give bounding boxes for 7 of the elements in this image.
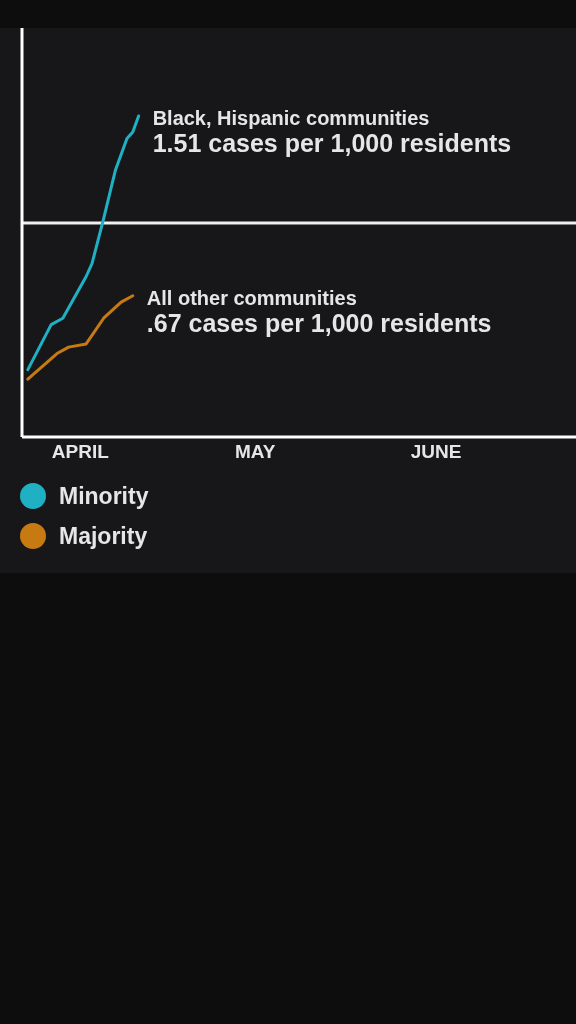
x-tick-label: APRIL [51, 441, 110, 462]
x-tick-label: JUNE [410, 441, 462, 462]
legend-label: Minority [59, 483, 149, 509]
legend-label: Majority [59, 523, 148, 549]
annotation: Black, Hispanic communities 1.51 cases per 1,000 residents [152, 107, 512, 157]
annotation: All other communities .67 cases per 1,000 residents [146, 286, 492, 337]
x-tick-label: MAY [235, 441, 276, 462]
